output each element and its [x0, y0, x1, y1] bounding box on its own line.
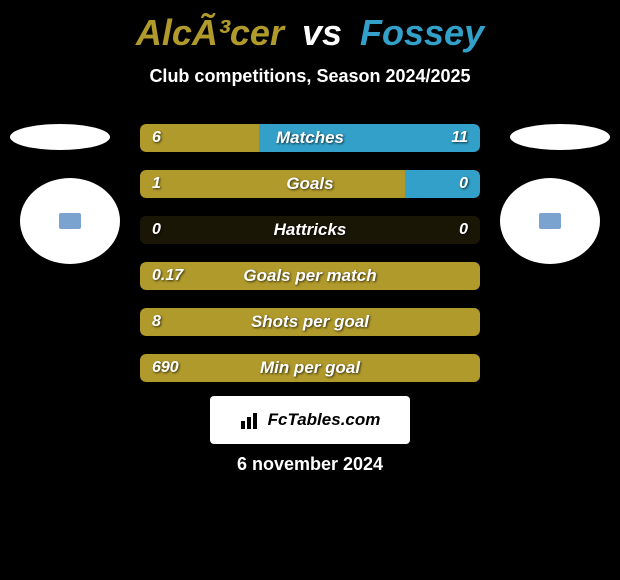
player1-photo-placeholder	[10, 124, 110, 150]
stat-label: Goals per match	[140, 262, 480, 290]
stats-bars: Matches611Goals10Hattricks00Goals per ma…	[140, 124, 480, 400]
brand-box: FcTables.com	[210, 396, 410, 444]
stat-label: Hattricks	[140, 216, 480, 244]
stat-value-left: 1	[152, 170, 161, 198]
comparison-title: AlcÃ³cer vs Fossey	[0, 0, 620, 54]
player1-name: AlcÃ³cer	[136, 12, 284, 53]
stat-row: Shots per goal8	[140, 308, 480, 336]
stat-value-right: 0	[459, 170, 468, 198]
subtitle: Club competitions, Season 2024/2025	[0, 66, 620, 87]
flag-icon	[59, 213, 81, 229]
stat-value-right: 0	[459, 216, 468, 244]
flag-icon	[539, 213, 561, 229]
player2-name: Fossey	[360, 12, 484, 53]
stat-row: Matches6 11	[140, 124, 480, 152]
stat-row: Hattricks0 0	[140, 216, 480, 244]
player1-club-badge	[20, 178, 120, 264]
vs-text: vs	[302, 12, 342, 53]
stat-label: Shots per goal	[140, 308, 480, 336]
stat-value-left: 0.17	[152, 262, 183, 290]
stat-value-left: 8	[152, 308, 161, 336]
stat-label: Goals	[140, 170, 480, 198]
stat-label: Matches	[140, 124, 480, 152]
stat-value-right: 11	[451, 124, 468, 152]
stat-value-left: 0	[152, 216, 161, 244]
stat-row: Goals1 0	[140, 170, 480, 198]
stat-label: Min per goal	[140, 354, 480, 382]
player2-photo-placeholder	[510, 124, 610, 150]
stat-value-left: 6	[152, 124, 161, 152]
stat-row: Goals per match0.17	[140, 262, 480, 290]
stat-value-left: 690	[152, 354, 179, 382]
date-text: 6 november 2024	[0, 454, 620, 475]
stat-row: Min per goal690	[140, 354, 480, 382]
bars-logo-icon	[240, 411, 262, 429]
player2-club-badge	[500, 178, 600, 264]
brand-text: FcTables.com	[268, 410, 381, 430]
